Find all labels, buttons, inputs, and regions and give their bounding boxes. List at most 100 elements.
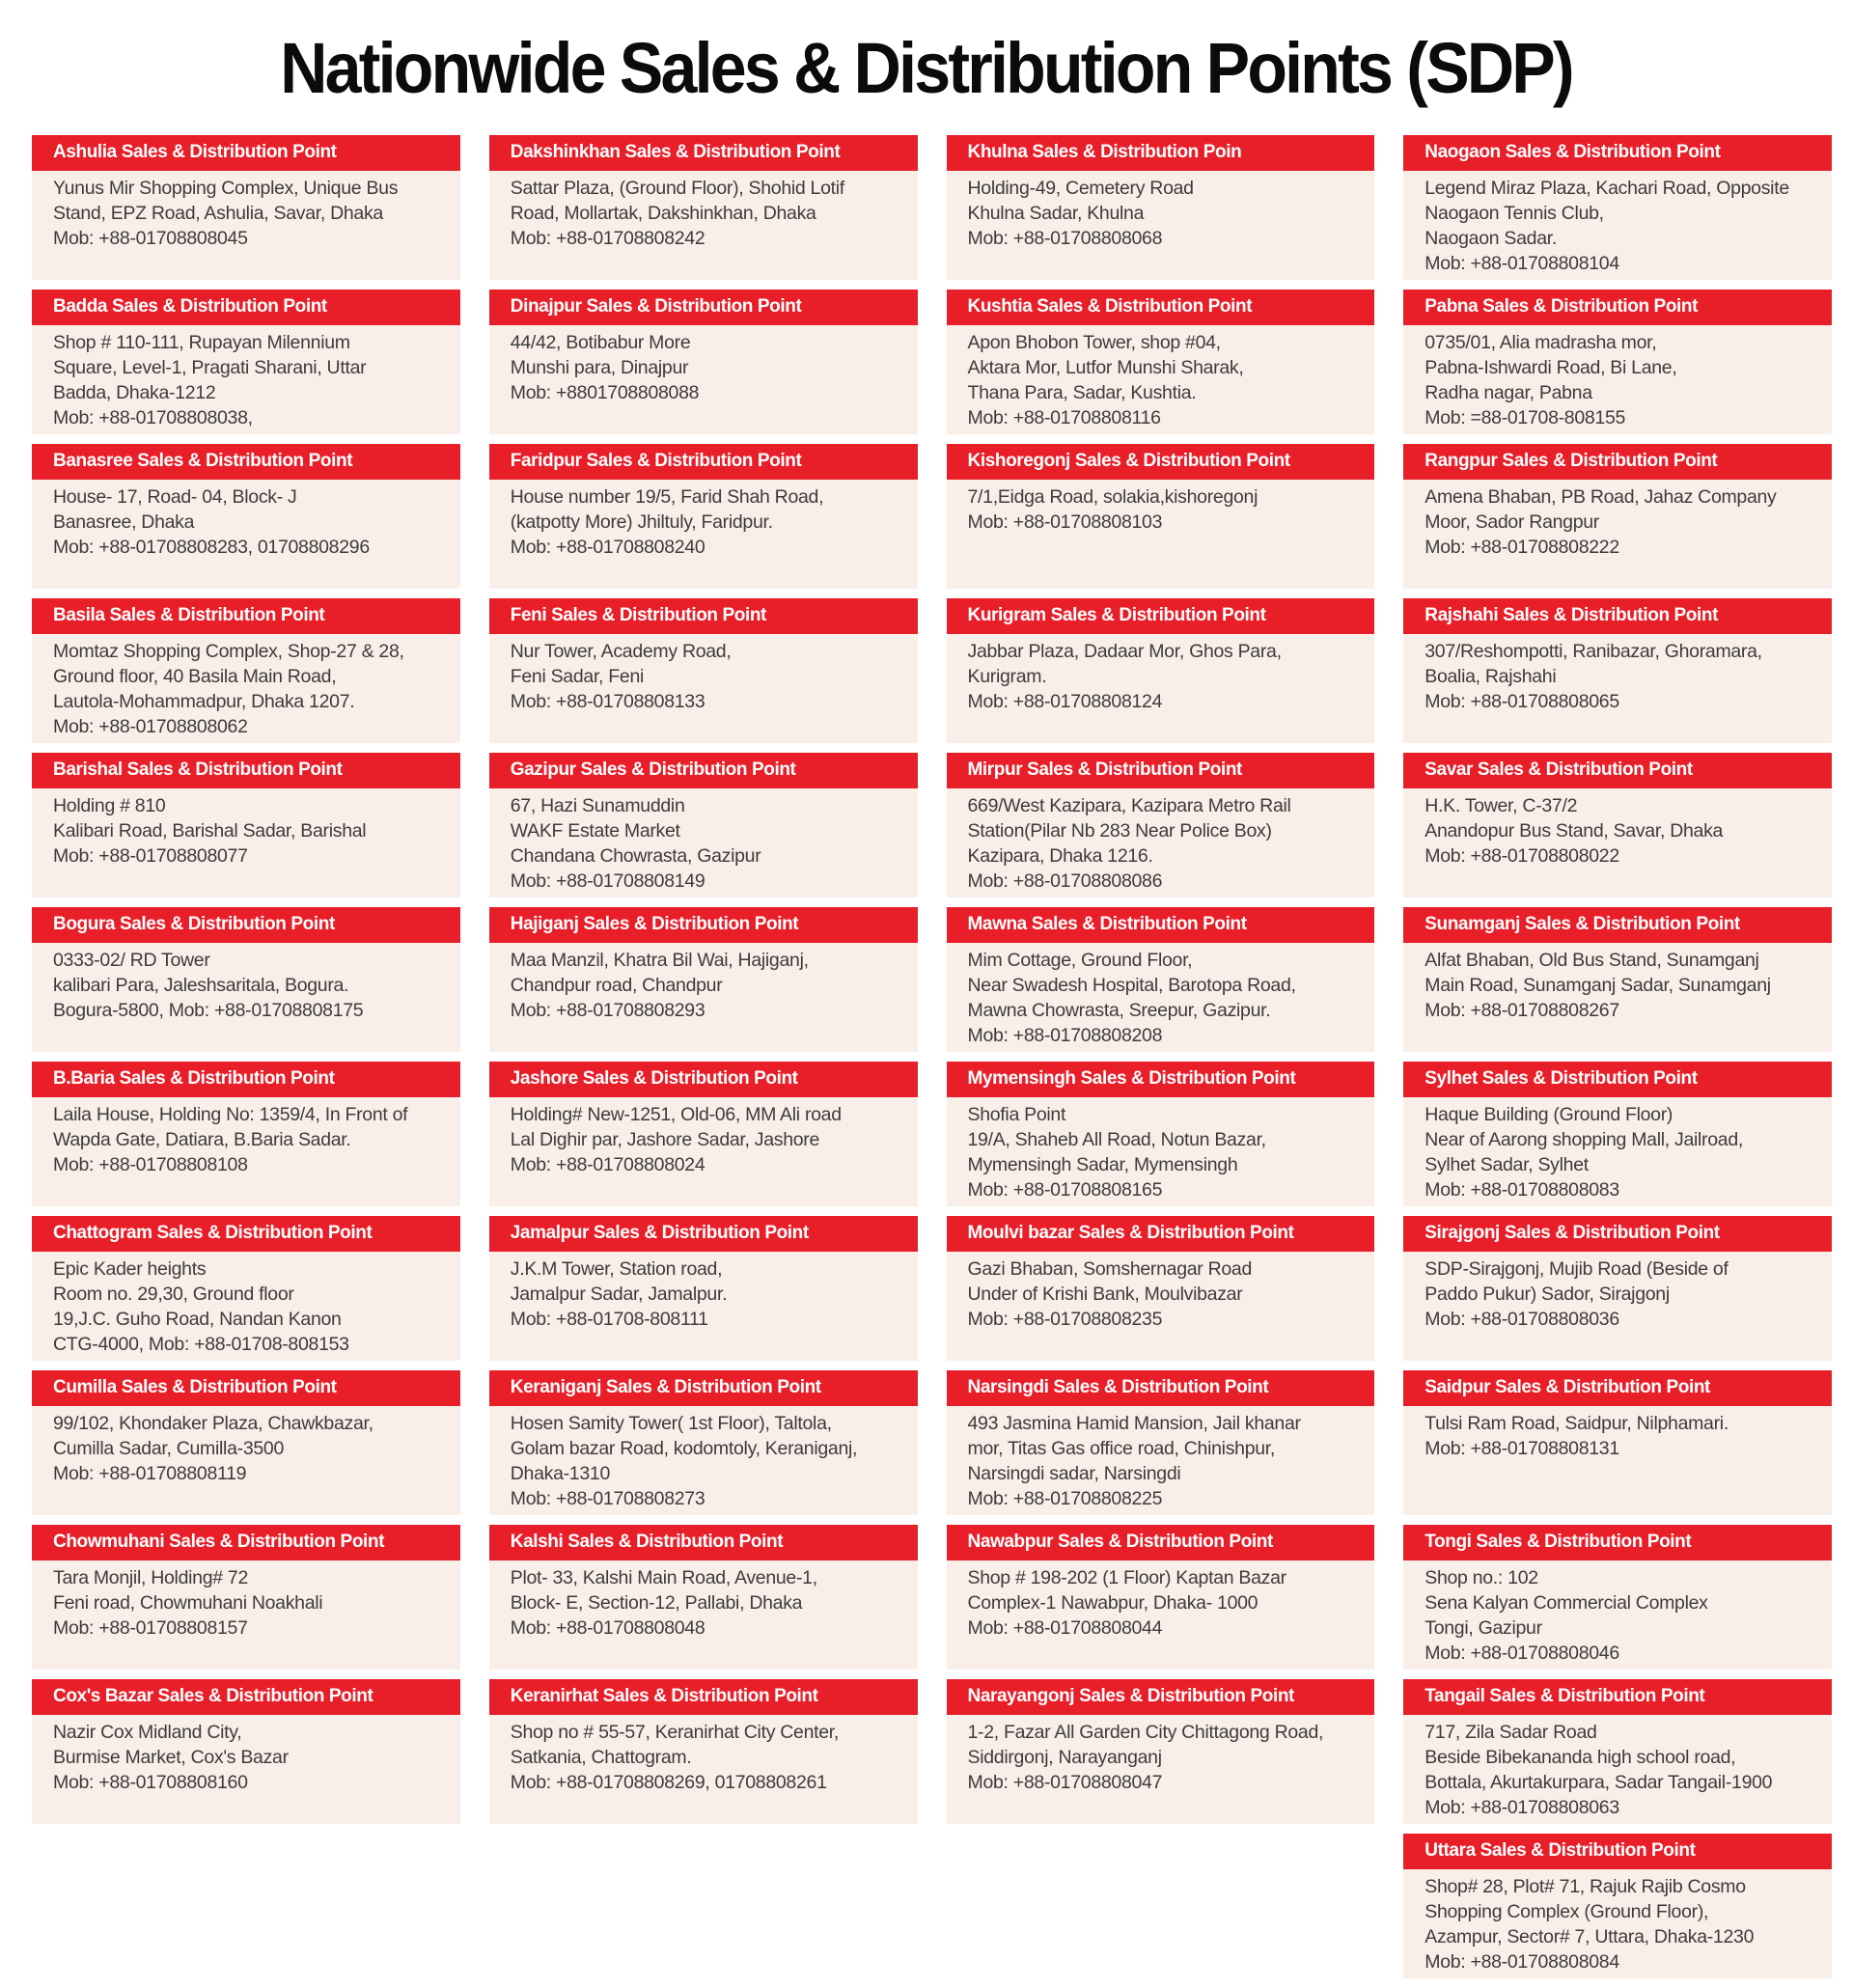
sdp-card-header: Bogura Sales & Distribution Point [32, 907, 460, 943]
address-line: mor, Titas Gas office road, Chinishpur, [967, 1438, 1276, 1459]
address-line: Shop # 198-202 (1 Floor) Kaptan Bazar [967, 1567, 1287, 1588]
address-line: Alfat Bhaban, Old Bus Stand, Sunamganj [1424, 950, 1759, 971]
address-line: Mob: +88-01708808149 [510, 870, 705, 892]
address-line: Mob: +88-01708808131 [1424, 1438, 1619, 1459]
sdp-card-header: Jashore Sales & Distribution Point [488, 1062, 918, 1097]
address-line: Mob: +88-01708808068 [967, 228, 1163, 249]
sdp-card-body: 1-2, Fazar All Garden City Chittagong Ro… [946, 1715, 1375, 1824]
address-line: Sena Kalyan Commercial Complex [1424, 1592, 1708, 1614]
sdp-card: Jashore Sales & Distribution Point Holdin… [488, 1062, 918, 1206]
sdp-card: Dinajpur Sales & Distribution Point 44/42… [488, 290, 918, 434]
address-line: Mob: +88-01708808022 [1424, 845, 1619, 867]
address-line: (katpotty More) Jhiltuly, Faridpur. [510, 511, 773, 533]
address-line: Shop # 110-111, Rupayan Milennium [53, 332, 350, 353]
sdp-card-header: Rangpur Sales & Distribution Point [1403, 444, 1832, 480]
sdp-card-header: Tongi Sales & Distribution Point [1403, 1525, 1832, 1560]
sdp-card-body: Jabbar Plaza, Dadaar Mor, Ghos Para, Kuri… [946, 634, 1375, 743]
address-line: Boalia, Rajshahi [1424, 666, 1557, 687]
address-line: Jamalpur Sadar, Jamalpur. [510, 1284, 728, 1305]
address-line: Mob: +88-01708808047 [967, 1772, 1163, 1793]
sdp-card-header: Cumilla Sales & Distribution Point [32, 1370, 460, 1406]
address-line: Bottala, Akurtakurpara, Sadar Tangail-19… [1424, 1772, 1773, 1793]
address-line: Naogaon Sadar. [1424, 228, 1557, 249]
address-line: Tara Monjil, Holding# 72 [53, 1567, 248, 1588]
sdp-card: Rajshahi Sales & Distribution Point 307/R… [1403, 598, 1832, 743]
sdp-card: Hajiganj Sales & Distribution Point Maa M… [488, 907, 918, 1052]
address-line: Square, Level-1, Pragati Sharani, Uttar [53, 357, 367, 378]
address-line: Jabbar Plaza, Dadaar Mor, Ghos Para, [967, 641, 1283, 662]
sdp-card-header: Narayangonj Sales & Distribution Point [946, 1679, 1375, 1715]
sdp-card-body: 7/1,Eidga Road, solakia,kishoregonj Mob: … [946, 480, 1375, 589]
sdp-card: Pabna Sales & Distribution Point 0735/01,… [1403, 290, 1832, 434]
address-line: House- 17, Road- 04, Block- J [53, 486, 297, 508]
sdp-card-header: Keranirhat Sales & Distribution Point [488, 1679, 918, 1715]
sdp-card: Khulna Sales & Distribution Poin Holding-… [946, 135, 1375, 280]
address-line: Mob: +88-01708808063 [1424, 1797, 1619, 1818]
address-line: Mawna Chowrasta, Sreepur, Gazipur. [967, 1000, 1271, 1021]
sdp-card-header: Sunamganj Sales & Distribution Point [1403, 907, 1832, 943]
sdp-card: Kishoregonj Sales & Distribution Point 7/… [946, 444, 1375, 589]
sdp-card: Keranirhat Sales & Distribution Point Sho… [488, 1679, 918, 1824]
sdp-card: Tangail Sales & Distribution Point 717, Z… [1403, 1679, 1832, 1824]
sdp-card: Banasree Sales & Distribution Point House… [32, 444, 460, 589]
sdp-card-header: Kishoregonj Sales & Distribution Point [946, 444, 1375, 480]
sdp-card: Moulvi bazar Sales & Distribution Point G… [946, 1216, 1375, 1361]
address-line: Thana Para, Sadar, Kushtia. [967, 382, 1197, 403]
address-line: House number 19/5, Farid Shah Road, [510, 486, 824, 508]
sdp-card-header: Gazipur Sales & Distribution Point [488, 753, 918, 788]
address-line: 717, Zila Sadar Road [1424, 1722, 1597, 1743]
sdp-card-body: Apon Bhobon Tower, shop #04, Aktara Mor, … [946, 325, 1375, 434]
address-line: Hosen Samity Tower( 1st Floor), Taltola, [510, 1413, 832, 1434]
address-line: Yunus Mir Shopping Complex, Unique Bus [53, 178, 399, 199]
sdp-card-header: Rajshahi Sales & Distribution Point [1403, 598, 1832, 634]
address-line: Mob: +88-01708808273 [510, 1488, 705, 1509]
sdp-card-header: Hajiganj Sales & Distribution Point [488, 907, 918, 943]
address-line: Lautola-Mohammadpur, Dhaka 1207. [53, 691, 355, 712]
address-line: Mob: +88-01708808165 [967, 1179, 1163, 1201]
address-line: WAKF Estate Market [510, 820, 680, 842]
address-line: Mob: +88-01708808024 [510, 1154, 705, 1175]
address-line: Naogaon Tennis Club, [1424, 203, 1604, 224]
sdp-card-header: Ashulia Sales & Distribution Point [32, 135, 460, 171]
sdp-card-body: 717, Zila Sadar Road Beside Bibekananda h… [1403, 1715, 1832, 1824]
address-line: Chandana Chowrasta, Gazipur [510, 845, 761, 867]
sdp-card-header: Uttara Sales & Distribution Point [1403, 1834, 1832, 1869]
address-line: Mob: +88-01708808104 [1424, 253, 1619, 274]
address-line: Block- E, Section-12, Pallabi, Dhaka [510, 1592, 803, 1614]
sdp-card-body: House number 19/5, Farid Shah Road, (katp… [488, 480, 918, 589]
sdp-card: Cox's Bazar Sales & Distribution Point Na… [32, 1679, 460, 1824]
sdp-card-header: Cox's Bazar Sales & Distribution Point [32, 1679, 460, 1715]
address-line: Mob: +88-01708808083 [1424, 1179, 1619, 1201]
address-line: 0735/01, Alia madrasha mor, [1424, 332, 1657, 353]
address-line: 0333-02/ RD Tower [53, 950, 210, 971]
sdp-card-body: Hosen Samity Tower( 1st Floor), Taltola,… [488, 1406, 918, 1515]
address-line: Narsingdi sadar, Narsingdi [967, 1463, 1181, 1484]
address-line: Gazi Bhaban, Somshernagar Road [967, 1258, 1253, 1280]
sdp-card-header: Tangail Sales & Distribution Point [1403, 1679, 1832, 1715]
address-line: 19,J.C. Guho Road, Nandan Kanon [53, 1309, 342, 1330]
address-line: Complex-1 Nawabpur, Dhaka- 1000 [967, 1592, 1258, 1614]
address-line: Mob: +88-01708808124 [967, 691, 1163, 712]
title-bar: Nationwide Sales & Distribution Points (… [0, 0, 1853, 135]
address-line: Mob: +88-01708808267 [1424, 1000, 1619, 1021]
address-line: Mob: +88-01708808036 [1424, 1309, 1619, 1330]
sdp-card-body: SDP-Sirajgonj, Mujib Road (Beside of Padd… [1403, 1252, 1832, 1361]
sdp-card: Sirajgonj Sales & Distribution Point SDP-… [1403, 1216, 1832, 1361]
address-line: Lal Dighir par, Jashore Sadar, Jashore [510, 1129, 820, 1150]
sdp-card-header: Moulvi bazar Sales & Distribution Point [946, 1216, 1375, 1252]
sdp-card-header: Saidpur Sales & Distribution Point [1403, 1370, 1832, 1406]
address-line: J.K.M Tower, Station road, [510, 1258, 723, 1280]
sdp-card-body: Shofia Point 19/A, Shaheb All Road, Notun… [946, 1097, 1375, 1206]
sdp-card-header: Sylhet Sales & Distribution Point [1403, 1062, 1832, 1097]
address-line: Mob: +88-01708808044 [967, 1617, 1163, 1639]
sdp-card-body: Tulsi Ram Road, Saidpur, Nilphamari. Mob:… [1403, 1406, 1832, 1515]
address-line: Mob: +8801708808088 [510, 382, 700, 403]
address-line: Nazir Cox Midland City, [53, 1722, 242, 1743]
sdp-card-body: Amena Bhaban, PB Road, Jahaz Company Moor… [1403, 480, 1832, 589]
sdp-card-body: 669/West Kazipara, Kazipara Metro Rail St… [946, 788, 1375, 897]
address-line: Mob: +88-01708808242 [510, 228, 705, 249]
address-line: SDP-Sirajgonj, Mujib Road (Beside of [1424, 1258, 1729, 1280]
sdp-card-body: 307/Reshompotti, Ranibazar, Ghoramara, Bo… [1403, 634, 1832, 743]
sdp-card-header: Kushtia Sales & Distribution Point [946, 290, 1375, 325]
